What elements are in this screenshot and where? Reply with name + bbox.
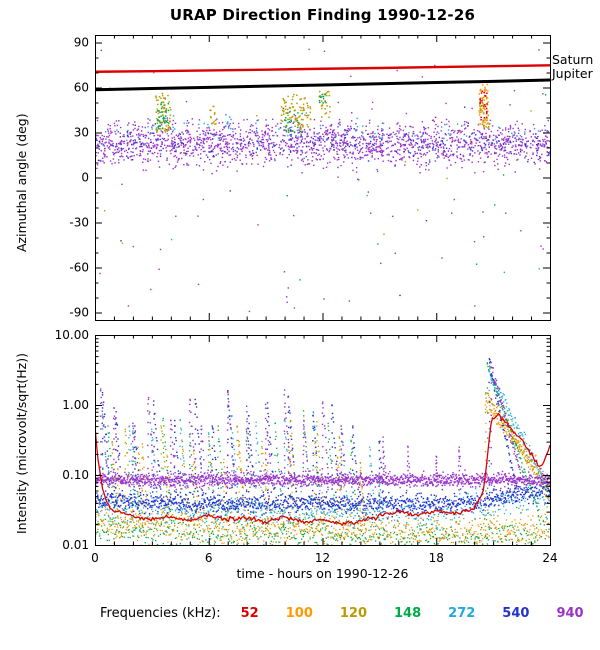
legend-item-940: 940 [556,606,584,621]
chart-title: URAP Direction Finding 1990-12-26 [169,6,476,24]
legend-item-540: 540 [502,606,530,621]
legend-item-100: 100 [285,606,313,621]
legend-item-120: 120 [339,606,368,621]
legend-item-148: 148 [394,606,422,621]
frequency-legend: Frequencies (kHz): 52 100 120 148 272 540 940 [100,606,600,621]
intensity-y-axis-label: Intensity (microvolt/sqrt(Hz)) [14,353,29,534]
legend-item-272: 272 [448,606,476,621]
jupiter-line-label: Jupiter [552,66,593,81]
legend-title: Frequencies (kHz): [100,606,221,621]
legend-item-52: 52 [240,606,259,621]
saturn-line-label: Saturn [552,52,594,67]
azimuth-y-axis-label: Azimuthal angle (deg) [14,113,29,252]
x-axis-label: time - hours on 1990-12-26 [236,566,409,581]
frequency-legend-items: 52 100 120 148 272 540 940 [241,606,600,621]
